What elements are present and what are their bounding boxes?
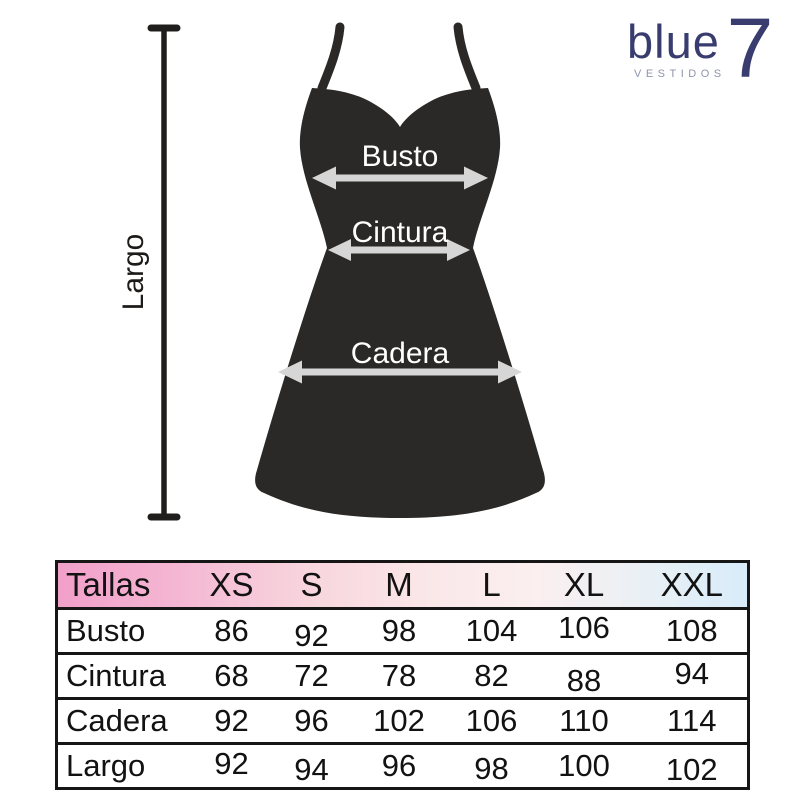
row-label: Busto [56,608,187,655]
size-value: 94 [294,752,329,787]
largo-label: Largo [117,234,150,311]
size-value-cell: 100 [531,743,637,790]
size-value-cell: 98 [451,743,532,790]
size-value-cell: 72 [276,653,347,700]
size-value-cell: 96 [346,743,452,790]
size-column-header: L [451,561,532,610]
busto-arrow [312,166,488,190]
brand-word: blue [627,15,720,68]
brand-tagline: VESTIDOS [634,68,726,80]
size-value-cell: 92 [186,743,277,790]
size-value: 102 [373,703,425,738]
size-value-cell: 102 [636,743,749,790]
table-row: Cintura 68 72 78 82 88 94 [56,653,749,700]
size-value-cell: 108 [636,608,749,655]
size-value: 106 [465,703,518,738]
size-value: 98 [474,751,509,786]
largo-measure-line [147,24,181,521]
row-label: Cintura [56,653,187,700]
size-column-header: S [276,561,347,610]
size-value-cell: 96 [276,698,347,745]
size-value: 104 [465,613,518,648]
row-label: Largo [56,743,187,790]
size-value-cell: 68 [186,653,277,700]
size-value-cell: 78 [346,653,452,700]
table-row: Cadera 92 96 102 106 110 114 [56,698,749,745]
size-column-header: XS [186,561,277,610]
brand-seven: 7 [726,1,774,95]
size-value-cell: 114 [636,698,749,745]
size-table-body: Busto 86 92 98 104 106 108 Cintura 68 72 78 82 88 94 C… [56,608,749,790]
size-value: 96 [294,703,329,738]
size-column-header: XXL [636,561,749,610]
size-value: 92 [214,746,249,781]
size-value-cell: 88 [531,653,637,700]
size-value-cell: 94 [276,743,347,790]
table-row: Busto 86 92 98 104 106 108 [56,608,749,655]
cadera-arrow [278,360,522,384]
cintura-label: Cintura [352,216,449,249]
size-column-header: M [346,561,452,610]
size-value-cell: 92 [276,608,347,655]
size-table-header-row: Tallas XS S M L XL XXL [56,561,749,610]
size-value-cell: 102 [346,698,452,745]
size-value: 98 [381,613,417,648]
row-label: Cadera [56,698,187,745]
size-value-cell: 94 [636,653,749,700]
size-value-cell: 106 [451,698,532,745]
cadera-label: Cadera [351,337,450,370]
tallas-header-cell: Tallas [56,561,187,610]
size-value: 110 [559,703,609,738]
right-strap [453,22,481,93]
cintura-arrow [328,239,470,261]
size-diagram: Largo Busto Cintura Cadera [117,22,545,521]
size-value: 108 [665,613,718,648]
size-value: 68 [214,658,249,693]
size-value: 106 [558,610,610,645]
size-value: 86 [214,613,249,648]
size-column-header: XL [531,561,637,610]
size-value: 92 [214,703,249,738]
size-value-cell: 82 [451,653,532,700]
brand-logo: blue VESTIDOS 7 [627,1,774,95]
table-row: Largo 92 94 96 98 100 102 [56,743,749,790]
dress-silhouette [255,88,545,518]
size-value: 102 [665,752,718,787]
size-value: 94 [674,656,709,691]
size-value: 78 [381,658,417,693]
size-value: 72 [294,658,329,693]
left-strap [317,22,345,93]
size-value-cell: 106 [531,608,637,655]
size-value-cell: 110 [531,698,637,745]
size-value-cell: 86 [186,608,277,655]
size-value: 82 [474,658,509,693]
size-value: 92 [294,618,329,653]
size-value-cell: 92 [186,698,277,745]
size-table-wrap: Tallas XS S M L XL XXL Busto 86 92 98 104 106 108 Cin… [55,560,750,790]
size-table: Tallas XS S M L XL XXL Busto 86 92 98 104 106 108 Cin… [55,560,750,790]
busto-label: Busto [362,140,439,173]
size-value: 88 [566,663,602,698]
size-value: 100 [558,748,610,783]
size-value: 96 [381,748,417,783]
size-value-cell: 104 [451,608,532,655]
size-value-cell: 98 [346,608,452,655]
size-value: 114 [667,703,717,738]
